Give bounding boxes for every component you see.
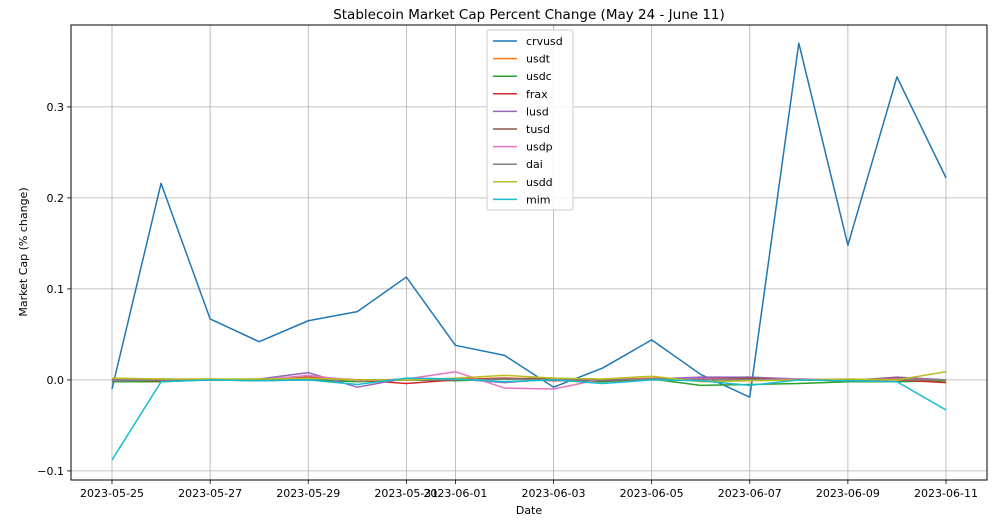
x-tick-label: 2023-05-27 (178, 487, 242, 500)
plot-frame (70, 24, 988, 481)
legend-label-dai: dai (526, 158, 543, 171)
x-axis-ticks: 2023-05-25 2023-05-27 2023-05-29 2023-05-31… (80, 480, 978, 500)
y-axis-ticks: −0.1 0.0 0.1 0.2 0.3 (37, 101, 71, 478)
legend-label-mim: mim (526, 193, 551, 206)
legend-label-usdp: usdp (526, 141, 553, 154)
x-tick-label: 2023-05-29 (276, 487, 340, 500)
x-tick-label: 2023-06-03 (522, 487, 586, 500)
y-tick-label: 0.2 (47, 192, 65, 205)
x-tick-label: 2023-06-09 (816, 487, 880, 500)
y-tick-label: −0.1 (37, 465, 64, 478)
y-axis-label: Market Cap (% change) (17, 187, 30, 316)
x-axis-label: Date (516, 504, 543, 517)
legend-label-crvusd: crvusd (526, 35, 563, 48)
x-tick-label: 2023-06-11 (914, 487, 978, 500)
x-tick-label: 2023-05-31 (374, 487, 438, 500)
legend-label-frax: frax (526, 88, 548, 101)
legend-label-usdc: usdc (526, 70, 552, 83)
legend: crvusd usdt usdc frax lusd tusd usdp dai usdd mim (486, 29, 574, 211)
y-tick-label: 0.1 (47, 283, 65, 296)
x-tick-label: 2023-06-07 (718, 487, 782, 500)
x-tick-label: 2023-06-01 (423, 487, 487, 500)
chart-title: Stablecoin Market Cap Percent Change (Ma… (333, 7, 725, 23)
series-line-mim (111, 377, 947, 461)
x-tick-label: 2023-05-25 (80, 487, 144, 500)
legend-label-tusd: tusd (526, 123, 550, 136)
series-lines (111, 42, 947, 461)
legend-label-usdt: usdt (526, 53, 551, 66)
series-line-crvusd (111, 42, 947, 398)
y-tick-label: 0.3 (47, 101, 65, 114)
legend-box (486, 29, 574, 211)
legend-label-usdd: usdd (526, 176, 553, 189)
legend-label-lusd: lusd (526, 105, 549, 118)
y-tick-label: 0.0 (47, 374, 65, 387)
x-tick-label: 2023-06-05 (620, 487, 684, 500)
